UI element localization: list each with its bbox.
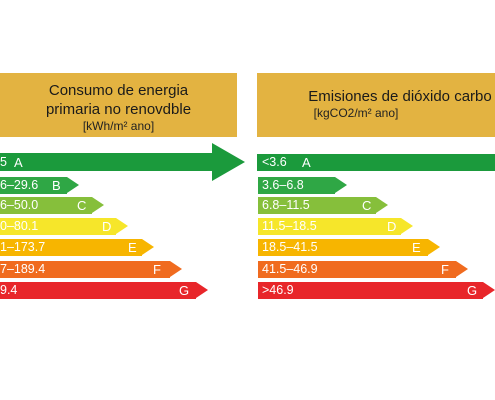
rating-range-label: 9.4 xyxy=(0,283,18,297)
rating-row-a: <3.6 A xyxy=(258,154,378,171)
energy-consumption-title: Consumo de energia primaria no renovdble xyxy=(45,82,192,118)
rating-range-label: 11.5–18.5 xyxy=(262,219,317,233)
rating-arrow-tip-icon xyxy=(456,261,468,277)
rating-letter-label: E xyxy=(412,240,421,255)
rating-range-label: 18.5–41.5 xyxy=(262,240,318,254)
co2-emissions-unit: [kgCO2/m² ano] xyxy=(313,106,399,120)
rating-row-d: 0–80.1 D xyxy=(0,218,116,235)
rating-row-g: >46.9 G xyxy=(258,282,483,299)
rating-arrow-tip-icon xyxy=(116,218,128,234)
rating-row-b: 3.6–6.8B xyxy=(258,177,335,194)
rating-arrow-tip-icon xyxy=(335,177,347,193)
rating-letter-label: B xyxy=(52,178,61,193)
rating-row-c: 6.8–11.5 C xyxy=(258,197,376,214)
rating-range-label: 5 xyxy=(0,155,7,169)
rating-letter-label: C xyxy=(362,198,372,213)
rating-range-label: 7–189.4 xyxy=(0,262,46,276)
rating-letter-label: E xyxy=(128,240,137,255)
rating-letter-label: F xyxy=(441,262,449,277)
co2-emissions-title: Emisiones de dióxido carbo xyxy=(308,88,492,105)
rating-row-f: 7–189.4 F xyxy=(0,261,170,278)
rating-letter-label: D xyxy=(387,219,397,234)
rating-letter-label: G xyxy=(179,283,190,298)
current-rating-arrow-icon xyxy=(0,143,245,181)
rating-letter-label: C xyxy=(77,198,87,213)
rating-range-label: 0–80.1 xyxy=(0,219,39,233)
rating-letter-label: G xyxy=(467,283,478,298)
rating-letter-label: F xyxy=(153,262,161,277)
rating-arrow-tip-icon xyxy=(428,239,440,255)
rating-range-label: 6.8–11.5 xyxy=(262,198,310,212)
energy-consumption-unit: [kWh/m² ano] xyxy=(82,119,155,133)
rating-arrow-tip-icon xyxy=(401,218,413,234)
rating-arrow-tip-icon xyxy=(376,197,388,213)
current-rating-bar xyxy=(257,154,495,171)
rating-range-label: <3.6 xyxy=(262,155,287,169)
rating-range-label: 6–50.0 xyxy=(0,198,39,212)
rating-row-c: 6–50.0 C xyxy=(0,197,92,214)
rating-row-f: 41.5–46.9 F xyxy=(258,261,456,278)
rating-letter-label: D xyxy=(102,219,112,234)
rating-letter-label: A xyxy=(14,155,23,170)
rating-row-d: 11.5–18.5 D xyxy=(258,218,401,235)
rating-range-label: 6–29.6 xyxy=(0,178,39,192)
rating-range-label: 1–173.7 xyxy=(0,240,46,254)
rating-range-label: 3.6–6.8 xyxy=(262,178,304,192)
rating-row-g: 9.4 G xyxy=(0,282,196,299)
rating-arrow-tip-icon xyxy=(196,282,208,298)
rating-row-e: 1–173.7 E xyxy=(0,239,142,256)
rating-row-b: 6–29.6 B xyxy=(0,177,67,194)
rating-arrow-tip-icon xyxy=(170,261,182,277)
rating-range-label: >46.9 xyxy=(262,283,294,297)
co2-emissions-header: Emisiones de dióxido carbo [kgCO2/m² ano… xyxy=(257,73,495,137)
rating-letter-label: A xyxy=(302,155,311,170)
rating-arrow-tip-icon xyxy=(483,282,495,298)
rating-row-e: 18.5–41.5 E xyxy=(258,239,428,256)
rating-arrow-tip-icon xyxy=(142,239,154,255)
rating-arrow-tip-icon xyxy=(92,197,104,213)
energy-consumption-header: Consumo de energia primaria no renovdble… xyxy=(0,73,237,137)
rating-arrow-tip-icon xyxy=(67,177,79,193)
rating-range-label: 41.5–46.9 xyxy=(262,262,318,276)
